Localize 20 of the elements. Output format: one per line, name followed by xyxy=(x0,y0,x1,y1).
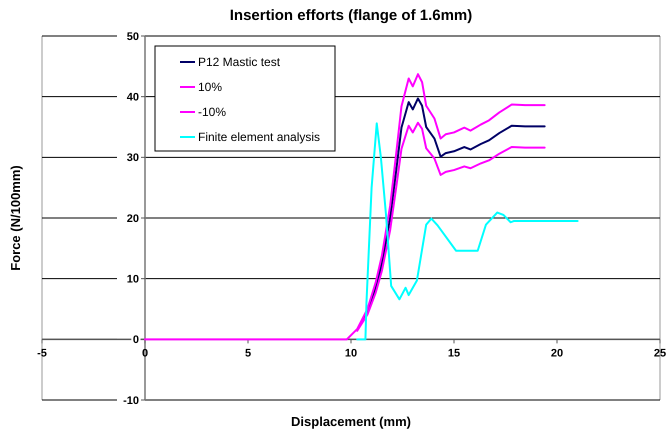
x-tick-label: 10 xyxy=(344,347,358,360)
y-tick-label: 40 xyxy=(126,92,139,104)
x-tick-label: 20 xyxy=(550,347,564,360)
y-tick-label: 20 xyxy=(126,212,139,225)
y-tick-label: -10 xyxy=(123,394,139,407)
chart-title: Insertion efforts (flange of 1.6mm) xyxy=(230,7,472,24)
x-tick-label: 25 xyxy=(654,347,666,360)
legend-label: Finite element analysis xyxy=(198,130,320,144)
legend-label: -10% xyxy=(198,105,226,120)
legend-label: 10% xyxy=(198,80,222,94)
y-axis-title: Force (N/100mm) xyxy=(8,165,23,271)
x-tick-label: -5 xyxy=(37,347,47,360)
x-tick-label: 5 xyxy=(244,347,252,360)
legend-label: P12 Mastic test xyxy=(198,55,281,70)
y-tick-label: 10 xyxy=(126,274,139,286)
y-tick-label: 50 xyxy=(126,30,139,43)
x-tick-label: 15 xyxy=(448,347,460,360)
y-tick-label: 30 xyxy=(126,152,139,164)
x-tick-label: 0 xyxy=(142,347,148,360)
x-axis-title: Displacement (mm) xyxy=(291,414,411,429)
